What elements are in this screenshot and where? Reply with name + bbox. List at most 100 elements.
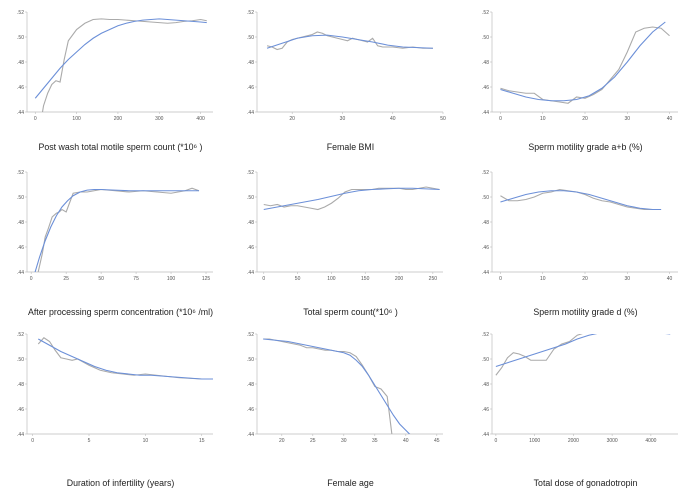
- y-tick-label: .46: [482, 407, 489, 413]
- raw-curve: [41, 18, 207, 112]
- y-tick-label: .48: [482, 382, 489, 388]
- x-tick-label: 0: [30, 276, 33, 282]
- x-tick-label: 100: [327, 276, 336, 282]
- y-tick-label: .44: [482, 270, 489, 276]
- x-tick-label: 40: [390, 116, 396, 122]
- x-tick-label: 300: [155, 116, 164, 122]
- x-tick-label: 10: [540, 276, 546, 282]
- x-tick-label: 45: [434, 438, 440, 444]
- axis-lines: [26, 172, 213, 273]
- chart-title: After processing sperm concentration (*1…: [28, 307, 213, 317]
- x-tick-label: 50: [440, 116, 446, 122]
- y-tick-label: .50: [17, 195, 24, 201]
- x-tick-label: 0: [262, 276, 265, 282]
- x-tick-label: 50: [98, 276, 104, 282]
- x-tick-label: 3000: [607, 438, 618, 444]
- y-tick-label: .52: [17, 10, 24, 16]
- x-tick-label: 50: [295, 276, 301, 282]
- x-tick-label: 0: [494, 438, 497, 444]
- raw-curve: [263, 186, 440, 211]
- y-tick-label: .50: [482, 195, 489, 201]
- x-tick-label: 20: [279, 438, 285, 444]
- fit-curve: [266, 34, 433, 49]
- x-tick-label: 2000: [568, 438, 579, 444]
- fit-curve: [38, 338, 213, 380]
- y-tick-label: .50: [247, 35, 254, 41]
- x-tick-label: 40: [667, 116, 673, 122]
- chart-panel-7: .44 .46 .48 .50 .52 0 5 10 15 Duration of inferti…: [17, 332, 213, 488]
- y-tick-label: .46: [247, 85, 254, 91]
- fit-curve: [263, 187, 440, 211]
- raw-curve: [37, 337, 213, 380]
- x-tick-label: 25: [63, 276, 69, 282]
- chart-panel-4: .44 .46 .48 .50 .52 0 25 50 75 100 125 After proces…: [17, 170, 213, 317]
- y-tick-label: .48: [17, 382, 24, 388]
- x-tick-label: 20: [289, 116, 295, 122]
- y-tick-label: .48: [482, 60, 489, 66]
- y-tick-label: .50: [17, 357, 24, 363]
- axis-lines: [256, 172, 443, 273]
- x-tick-label: 75: [133, 276, 139, 282]
- axis-lines: [256, 12, 443, 113]
- y-tick-label: .44: [247, 432, 254, 438]
- y-tick-label: .48: [17, 220, 24, 226]
- axis-lines: [256, 334, 443, 435]
- y-tick-label: .52: [482, 170, 489, 176]
- y-tick-label: .52: [17, 170, 24, 176]
- y-tick-label: .52: [482, 10, 489, 16]
- x-tick-label: 100: [167, 276, 176, 282]
- fit-curve: [263, 338, 411, 434]
- x-tick-label: 0: [499, 276, 502, 282]
- chart-title: Sperm motility grade d (%): [533, 307, 637, 317]
- y-tick-label: .52: [247, 332, 254, 338]
- y-tick-label: .50: [482, 357, 489, 363]
- x-tick-label: 250: [429, 276, 438, 282]
- x-tick-label: 100: [72, 116, 81, 122]
- y-tick-label: .44: [17, 432, 24, 438]
- chart-title: Female age: [327, 478, 374, 488]
- y-tick-label: .48: [247, 60, 254, 66]
- y-tick-label: .52: [247, 10, 254, 16]
- chart-panel-9: .44 .46 .48 .50 .52 0 1000 2000 3000 4000 Total do…: [482, 332, 678, 488]
- axis-lines: [26, 12, 213, 113]
- x-tick-label: 30: [340, 116, 346, 122]
- x-tick-label: 30: [624, 276, 630, 282]
- x-tick-label: 20: [582, 276, 588, 282]
- axis-lines: [491, 172, 678, 273]
- x-tick-label: 125: [202, 276, 211, 282]
- chart-panel-1: .44 .46 .48 .50 .52 0 100 200 300 400 Post wash to…: [17, 10, 213, 152]
- y-tick-label: .44: [247, 270, 254, 276]
- y-tick-label: .48: [247, 382, 254, 388]
- chart-title: Total dose of gonadotropin: [534, 478, 638, 488]
- y-tick-label: .44: [247, 110, 254, 116]
- chart-title: Sperm motility grade a+b (%): [528, 142, 642, 152]
- y-tick-label: .50: [247, 195, 254, 201]
- x-tick-label: 400: [196, 116, 205, 122]
- y-tick-label: .46: [482, 245, 489, 251]
- chart-panel-8: .44 .46 .48 .50 .52 20 25 30 35 40 45 Female age: [247, 332, 443, 488]
- x-tick-label: 200: [395, 276, 404, 282]
- fit-curve: [500, 21, 666, 102]
- chart-panel-3: .44 .46 .48 .50 .52 0 10 20 30 40 Sperm motility g…: [482, 10, 678, 152]
- y-tick-label: .48: [247, 220, 254, 226]
- y-tick-label: .48: [482, 220, 489, 226]
- y-tick-label: .48: [17, 60, 24, 66]
- y-tick-label: .52: [482, 332, 489, 338]
- fit-curve: [500, 190, 662, 211]
- chart-panel-6: .44 .46 .48 .50 .52 0 10 20 30 40 Sperm motility g…: [482, 170, 678, 317]
- x-tick-label: 0: [34, 116, 37, 122]
- x-tick-label: 4000: [645, 438, 656, 444]
- chart-panel-5: .44 .46 .48 .50 .52 0 50 100 150 200 250 Total sper…: [247, 170, 443, 317]
- raw-curve: [37, 187, 200, 272]
- y-tick-label: .46: [482, 85, 489, 91]
- x-tick-label: 150: [361, 276, 370, 282]
- y-tick-label: .50: [482, 35, 489, 41]
- raw-curve: [495, 334, 583, 376]
- y-tick-label: .46: [17, 245, 24, 251]
- x-tick-label: 1000: [529, 438, 540, 444]
- y-tick-label: .46: [17, 85, 24, 91]
- y-tick-label: .46: [247, 245, 254, 251]
- x-tick-label: 0: [499, 116, 502, 122]
- y-tick-label: .44: [482, 110, 489, 116]
